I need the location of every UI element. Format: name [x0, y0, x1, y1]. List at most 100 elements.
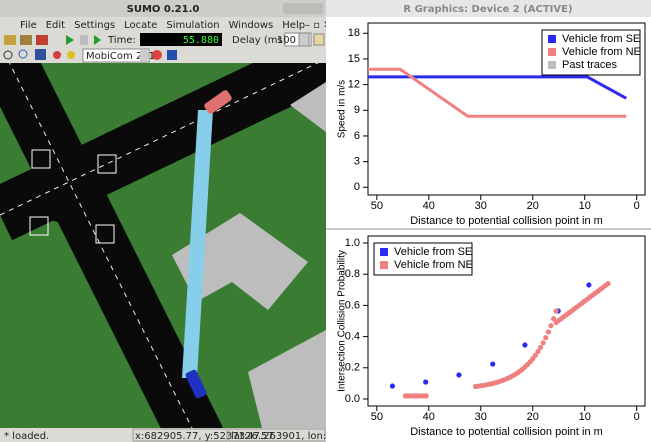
x-tick-label: 50 — [371, 411, 383, 423]
legend-swatch — [548, 35, 556, 43]
locate-icon[interactable] — [3, 50, 13, 60]
building — [172, 213, 308, 310]
legend-swatch — [380, 248, 388, 256]
time-value: 55.880 — [183, 35, 219, 46]
x-tick-label: 40 — [423, 411, 435, 423]
y-tick-label: 1.0 — [345, 237, 360, 249]
y-tick-label: 3 — [354, 156, 360, 168]
legend-box — [541, 29, 641, 76]
point — [532, 352, 538, 358]
zoom-icon[interactable] — [18, 49, 28, 59]
y-tick-label: 0.6 — [345, 299, 360, 311]
stop-button[interactable] — [80, 35, 88, 45]
lane-marking — [0, 63, 319, 216]
view-toolbar: MobiCom 2014 — [3, 48, 177, 63]
x-tick-label: 50 — [371, 200, 383, 212]
x-tick-label: 20 — [527, 411, 539, 423]
step-button[interactable] — [94, 35, 101, 45]
toolbar: Time: 55.880 Delay (ms): 100 — [4, 32, 325, 47]
menubar: File Edit Settings Locate Simulation Windows H… — [20, 20, 305, 31]
junction — [28, 147, 104, 223]
status-field — [132, 428, 228, 442]
y-tick-label: 0.0 — [345, 393, 360, 405]
legend-label: Vehicle from SE — [562, 33, 640, 45]
point — [550, 316, 557, 322]
scheme-value: MobiCom 2014 — [86, 51, 161, 62]
geo-text: lat:47.263901, lon:11.417832 — [231, 431, 380, 442]
building — [248, 330, 326, 428]
view-icon[interactable] — [35, 49, 46, 60]
legend-box — [373, 242, 473, 276]
palette-icon[interactable] — [152, 50, 162, 60]
r-titlebar — [326, 0, 651, 17]
reload-icon[interactable] — [20, 35, 32, 45]
menu-item[interactable]: File — [20, 20, 37, 31]
x-tick-label: 30 — [475, 411, 487, 423]
y-axis-label: Intersection Collision Probability — [337, 250, 348, 392]
menu-item[interactable]: Windows — [229, 20, 274, 31]
plot-box — [367, 22, 646, 196]
sumo-title: SUMO 0.21.0 — [127, 4, 200, 15]
open-icon[interactable] — [4, 35, 16, 45]
series-line — [368, 75, 628, 100]
y-tick-label: 18 — [348, 27, 360, 39]
lane-arrows — [97, 154, 117, 174]
statusbar — [0, 428, 326, 442]
y-tick-label: 12 — [348, 79, 360, 91]
menu-item[interactable]: Edit — [46, 20, 65, 31]
lane-arrows — [95, 224, 115, 244]
delay-spinner[interactable] — [298, 32, 310, 47]
building — [290, 82, 326, 132]
y-tick-label: 0.2 — [345, 362, 360, 374]
menu-item[interactable]: Help — [282, 20, 305, 31]
legend-swatch — [548, 61, 556, 69]
y-tick-label: 0.8 — [345, 268, 360, 280]
edit-icon[interactable] — [67, 51, 75, 59]
y-tick-label: 15 — [348, 53, 360, 65]
status-field — [228, 428, 326, 442]
delay-value: 100 — [277, 35, 296, 46]
point — [540, 340, 546, 346]
vehicle-ne[interactable] — [203, 89, 233, 115]
legend-swatch — [380, 261, 388, 269]
point — [490, 361, 496, 367]
legend-label: Vehicle from NE — [562, 46, 641, 58]
color-icon[interactable] — [53, 51, 61, 59]
legend-label: Past traces — [562, 59, 618, 71]
sumo-titlebar — [0, 0, 326, 17]
point — [423, 393, 429, 399]
lane-marking — [8, 63, 193, 428]
time-label: Time: — [107, 35, 136, 46]
point — [543, 335, 549, 341]
close-icon[interactable] — [36, 35, 48, 45]
settings-icon[interactable] — [313, 33, 325, 46]
scheme-dropdown[interactable] — [140, 50, 149, 61]
menu-item[interactable]: Simulation — [166, 20, 219, 31]
r-plots: 50 40 30 20 10 0 0 3 6 9 12 15 18 Distance to potenti… — [337, 22, 646, 438]
run-button[interactable] — [66, 35, 74, 45]
point — [537, 344, 544, 351]
vehicle-se[interactable] — [185, 369, 208, 399]
x-tick-label: 20 — [527, 200, 539, 212]
position-text: x:682905.77, y:5237326.57 — [135, 431, 274, 442]
trace-bar — [182, 110, 213, 378]
y-tick-label: 9 — [354, 104, 360, 116]
point — [586, 282, 592, 288]
map-view[interactable] — [0, 57, 330, 440]
lane-arrows — [29, 216, 49, 236]
menu-item[interactable]: Locate — [124, 20, 157, 31]
screenshot-icon[interactable] — [167, 50, 177, 60]
point — [389, 383, 396, 389]
window-buttons[interactable] — [283, 3, 323, 14]
lane-arrows — [31, 149, 51, 169]
point — [545, 329, 551, 335]
mdi-buttons[interactable]: – ▫ ✕ — [305, 20, 332, 31]
delay-label: Delay (ms): — [232, 35, 290, 46]
time-display — [140, 33, 222, 46]
x-axis-label: Distance to potential collision point in… — [410, 426, 603, 438]
menu-item[interactable]: Settings — [74, 20, 115, 31]
